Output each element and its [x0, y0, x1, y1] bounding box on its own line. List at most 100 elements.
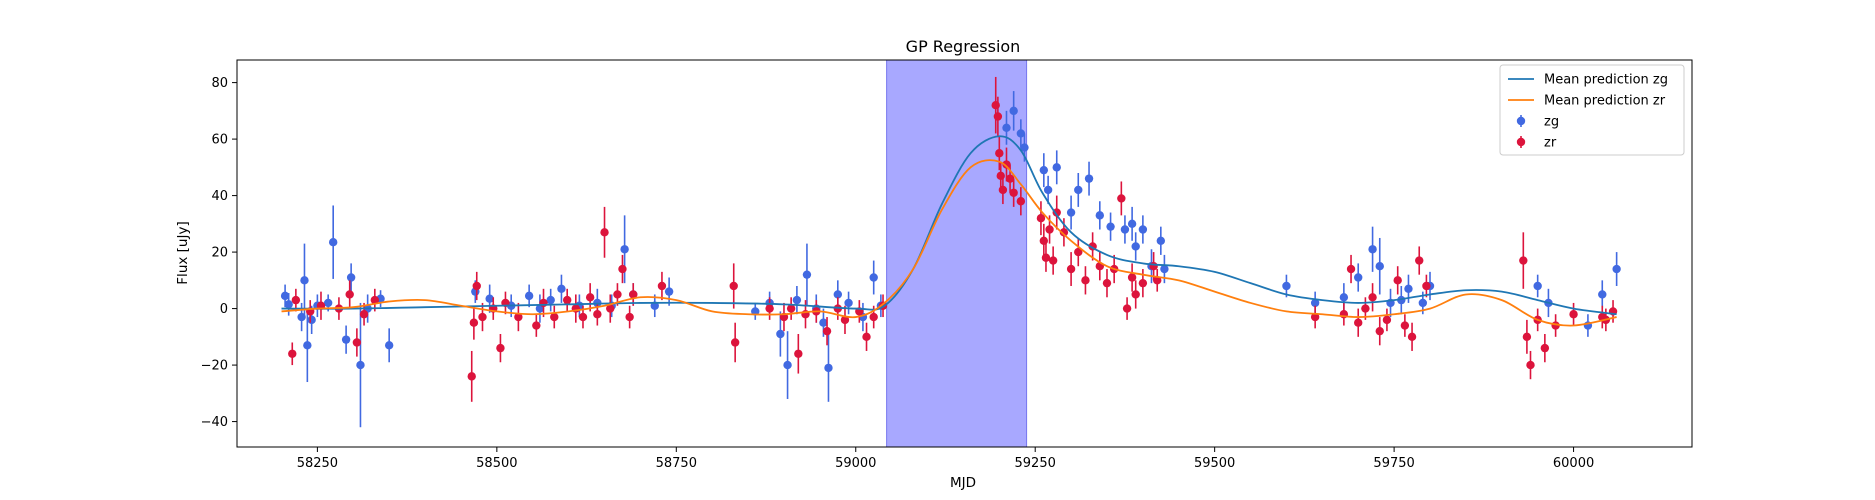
data-point — [1131, 290, 1140, 299]
data-point — [1127, 219, 1137, 229]
data-point — [1153, 276, 1162, 285]
x-tick-label: 58750 — [656, 456, 697, 471]
data-point — [1612, 264, 1621, 274]
data-point — [1117, 194, 1126, 203]
data-point — [869, 273, 878, 282]
data-point — [514, 312, 523, 322]
data-point — [600, 228, 609, 237]
data-point — [765, 304, 774, 313]
data-point — [1016, 129, 1026, 138]
x-tick-label: 60000 — [1553, 456, 1594, 471]
data-point — [1598, 290, 1607, 299]
data-point — [1074, 247, 1083, 257]
data-point — [1127, 273, 1137, 282]
data-point — [472, 281, 481, 291]
data-point — [345, 290, 354, 299]
legend-label: zr — [1544, 136, 1557, 151]
legend-marker-swatch — [1516, 137, 1526, 147]
data-point — [862, 332, 871, 342]
y-tick-label: 0 — [220, 302, 228, 317]
data-point — [1005, 174, 1015, 183]
data-point — [1074, 185, 1083, 195]
data-point — [606, 304, 615, 313]
data-point — [1131, 242, 1140, 251]
data-point — [620, 245, 629, 254]
y-tick-label: 60 — [211, 133, 228, 148]
data-point — [485, 294, 494, 303]
y-axis: −40 −20 0 20 40 60 80 — [201, 76, 237, 430]
data-point — [1066, 264, 1076, 274]
data-point — [1382, 315, 1392, 325]
legend-label: zg — [1544, 115, 1559, 130]
x-tick-label: 59000 — [835, 456, 876, 471]
line-mean-prediction-zr — [281, 159, 1617, 327]
data-point — [323, 298, 333, 308]
data-point — [307, 315, 316, 325]
data-point — [1569, 310, 1578, 319]
data-point — [1400, 321, 1410, 330]
data-point — [550, 312, 559, 322]
series-zg — [280, 91, 1621, 428]
data-point — [359, 310, 369, 319]
data-point — [995, 149, 1004, 158]
x-tick-label: 58250 — [297, 456, 338, 471]
data-point — [562, 295, 572, 305]
data-point — [783, 360, 792, 370]
data-point — [625, 312, 634, 322]
data-point — [1540, 343, 1550, 353]
data-point — [478, 312, 487, 322]
legend-box — [1499, 64, 1685, 156]
data-point — [341, 335, 351, 344]
data-point — [1156, 236, 1166, 245]
x-tick-label: 58500 — [476, 456, 517, 471]
data-point — [794, 349, 803, 358]
data-point — [1354, 273, 1363, 282]
legend-label: Mean prediction zg — [1544, 73, 1668, 88]
data-point — [524, 291, 534, 301]
data-point — [833, 290, 843, 299]
data-point — [822, 326, 832, 336]
data-point — [1361, 304, 1370, 313]
data-point — [1048, 256, 1058, 265]
data-point — [1138, 278, 1148, 288]
y-tick-label: 40 — [211, 189, 228, 204]
data-point — [1041, 253, 1051, 262]
legend-marker-swatch — [1516, 116, 1526, 126]
data-point — [792, 295, 802, 305]
data-point — [844, 298, 853, 308]
data-point — [1339, 293, 1349, 302]
legend-label: Mean prediction zr — [1544, 94, 1666, 109]
data-point — [1102, 278, 1112, 288]
y-tick-label: 20 — [211, 246, 228, 261]
data-point — [1106, 222, 1115, 231]
data-point — [346, 273, 356, 282]
data-point — [657, 281, 667, 291]
x-axis-label: MJD — [950, 475, 976, 491]
data-point — [1084, 174, 1094, 183]
data-point — [1375, 326, 1384, 336]
data-point — [819, 318, 828, 327]
data-point — [300, 276, 309, 285]
data-point — [1039, 236, 1049, 245]
data-point — [1160, 264, 1169, 274]
data-point — [467, 372, 476, 381]
data-point — [1052, 163, 1061, 172]
data-point — [1310, 312, 1320, 322]
data-point — [384, 341, 394, 350]
data-point — [1368, 293, 1377, 302]
y-axis-label: Flux [uJy] — [175, 221, 191, 284]
data-point — [802, 270, 812, 279]
series-zr — [288, 76, 1618, 402]
y-tick-label: −40 — [201, 415, 228, 430]
data-point — [1059, 228, 1069, 237]
data-point — [629, 290, 638, 299]
data-point — [539, 298, 548, 308]
data-point — [1533, 281, 1542, 291]
data-point — [469, 318, 479, 327]
data-point — [1393, 276, 1402, 285]
data-point — [1039, 165, 1049, 175]
data-point — [1522, 332, 1532, 342]
x-tick-label: 59750 — [1373, 456, 1414, 471]
x-tick-label: 59250 — [1015, 456, 1056, 471]
